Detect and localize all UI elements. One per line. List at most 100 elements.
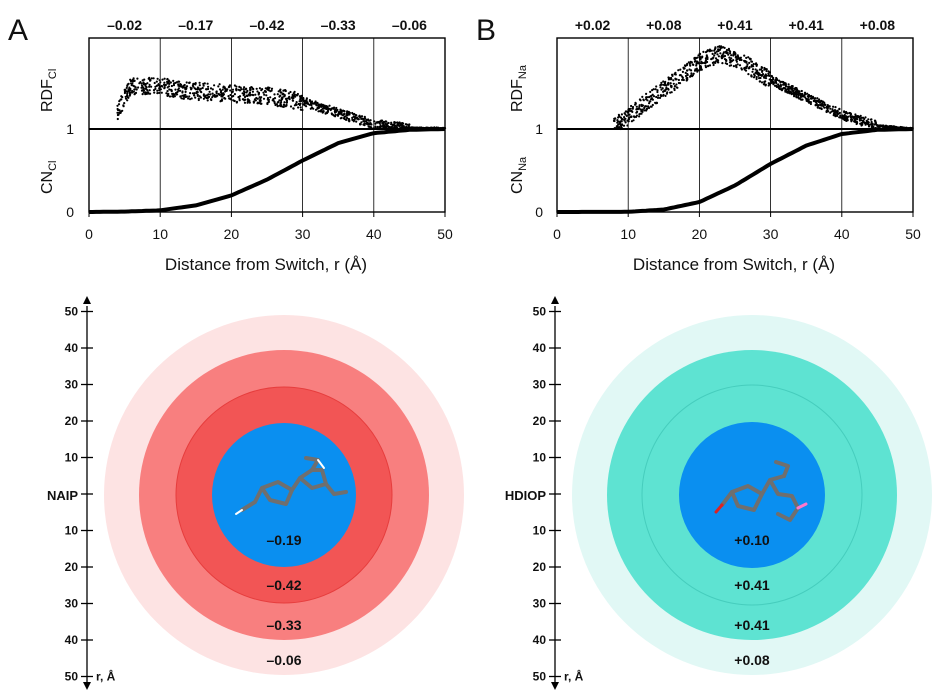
rdf-point [182,97,185,100]
rdf-point [188,81,191,84]
rdf-point [845,117,848,120]
rdf-point [140,82,143,85]
rdf-point [306,101,309,104]
x-tick-label: 50 [437,226,453,242]
rdf-point [753,73,756,76]
rdf-point [672,82,675,85]
rdf-point [163,77,166,80]
cn-cl-axis-label: CNCl [39,161,59,195]
rdf-point [361,117,364,120]
rdf-point [181,90,184,93]
rdf-point [140,84,144,87]
rdf-point [191,92,195,95]
rdf-point [142,89,146,92]
rdf-point [655,85,658,88]
rdf-point [836,109,839,112]
rdf-point [617,116,620,119]
rdf-point [616,121,619,124]
rdf-point [203,82,206,85]
rdf-point [744,69,748,72]
rdf-point [297,102,300,106]
rdf-point [816,97,819,100]
rdf-point [358,115,361,118]
rdf-point [854,114,858,118]
rdf-point [376,125,379,128]
rdf-point [613,127,616,130]
rdf-point [818,101,822,104]
rdf-point [692,72,695,75]
rdf-point [367,123,370,126]
rdf-point [127,82,130,85]
rdf-point [310,106,314,109]
x-tick-label: 30 [295,226,311,242]
rdf-point [727,47,731,51]
band-label: –0.42 [249,17,284,33]
x-tick-label: 20 [692,226,708,242]
rdf-point [167,81,170,84]
rdf-point [126,90,129,93]
rdf-point [345,116,349,120]
rdf-point [708,64,712,67]
rdf-point [818,107,821,110]
radial-tick-label: 30 [65,597,79,611]
rdf-point [791,92,794,95]
rdf-point [725,48,729,52]
radial-tick-label: 30 [533,378,547,392]
rdf-point [645,92,648,95]
rdf-point [791,88,794,91]
rdf-point [759,74,762,77]
rdf-point [635,111,638,114]
rdf-point [398,125,401,128]
rdf-point [630,120,634,123]
rdf-point [334,115,337,118]
rdf-point [719,52,722,55]
rdf-point [752,65,755,68]
rdf-point [764,83,768,86]
rdf-point [269,96,272,99]
rdf-point [159,88,162,91]
rdf-point [746,63,749,66]
rdf-point [185,81,188,84]
rdf-point [116,107,119,111]
rdf-point [695,64,698,67]
rdf-point [672,79,675,82]
rdf-point [860,123,863,126]
rdf-point [670,85,673,88]
rdf-point [869,123,873,126]
rdf-point [215,95,218,98]
rdf-point [881,125,884,128]
rdf-point [755,64,758,67]
rdf-point [804,92,807,96]
band-label: +0.41 [788,17,824,33]
rdf-point [848,111,851,115]
rdf-point [668,77,671,80]
rdf-point [745,61,748,64]
rdf-point [779,83,783,87]
rdf-point [132,84,135,87]
rdf-point [805,97,808,100]
rdf-point [793,87,797,90]
core-b [679,422,825,568]
rdf-point [638,115,641,118]
rdf-point [684,71,687,74]
rdf-point [664,94,667,97]
rdf-point [663,89,666,92]
rdf-point [379,120,382,123]
rdf-point [282,89,285,92]
rdf-point [833,109,837,112]
rdf-point [208,95,211,98]
rdf-point [177,88,180,91]
rdf-point [325,107,328,110]
rdf-point [199,87,203,90]
rdf-point [633,116,636,119]
rdf-point [144,84,147,87]
rdf-point [652,88,655,91]
rdf-point [282,103,285,106]
rdf-point [141,89,144,92]
rdf-point [806,92,809,95]
rdf-point [631,107,635,110]
rdf-point [771,75,774,78]
rdf-point [743,66,746,69]
rdf-point [302,100,305,103]
x-tick-label: 0 [553,226,561,242]
